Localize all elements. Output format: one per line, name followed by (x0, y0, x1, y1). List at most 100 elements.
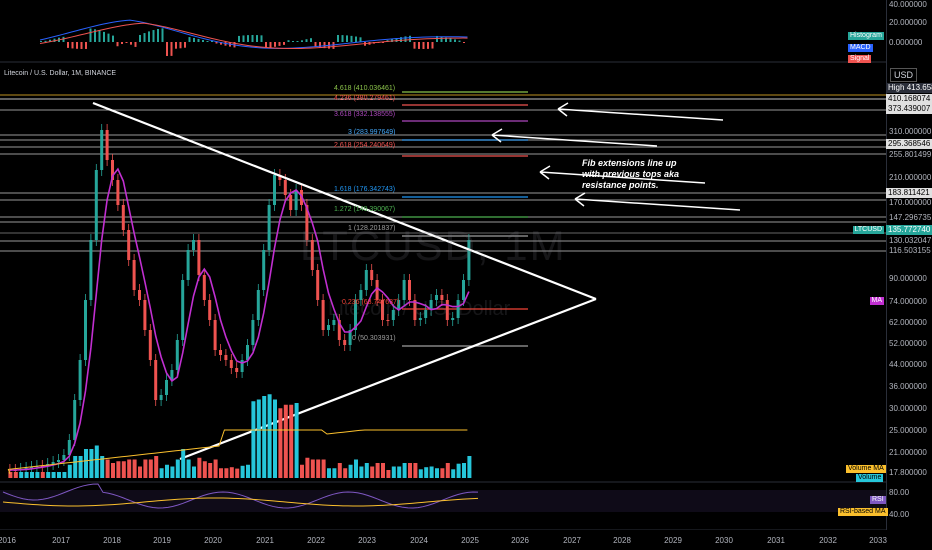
macd-histogram-bar (89, 28, 92, 42)
volume-bar (343, 468, 348, 478)
volume-bar (30, 472, 34, 478)
price-axis[interactable] (886, 0, 932, 530)
macd-histogram-bar (157, 28, 159, 42)
volume-bar (440, 468, 445, 478)
volume-bar (105, 459, 110, 478)
candle-body (148, 330, 152, 360)
candle-body (375, 280, 379, 300)
volume-bar (256, 399, 261, 478)
candle-body (165, 380, 168, 395)
candle-body (408, 280, 411, 300)
candle-body (94, 170, 98, 240)
candle-body (138, 290, 141, 300)
candle-body (418, 318, 422, 320)
level-badge: 410.168074 (886, 94, 932, 104)
candle-body (370, 270, 374, 280)
volume-bar (8, 472, 13, 478)
macd-histogram-bar (94, 29, 96, 42)
volume-bar (159, 468, 164, 478)
candle-body (467, 240, 471, 280)
volume-bar (19, 472, 24, 478)
currency-button[interactable]: USD (890, 68, 918, 82)
macd-histogram-tag: Histogram (848, 32, 884, 40)
volume-bar (418, 469, 423, 478)
rsi-axis-label: 40.00 (889, 510, 910, 519)
volume-bar (370, 466, 375, 478)
rsi-axis-label: 80.00 (889, 488, 910, 497)
volume-bar (46, 472, 51, 478)
price-axis-label: 52.000000 (889, 339, 927, 348)
macd-histogram-bar (274, 42, 276, 47)
candle-body (219, 350, 222, 355)
volume-bar (143, 459, 148, 478)
candle-body (354, 300, 357, 330)
macd-histogram-bar (40, 41, 42, 42)
candle-body (57, 460, 60, 462)
fib-level-label: 1 (128.201837) (348, 225, 396, 232)
volume-bar (251, 401, 256, 478)
volume-bar (300, 464, 304, 478)
annotation-arrow (557, 102, 724, 121)
macd-histogram-bar (310, 38, 312, 42)
ascending-trendline (179, 297, 597, 461)
symbol-watermark: LTCUSD, 1M (300, 222, 567, 269)
volume-bar (121, 461, 126, 478)
price-axis-label: 210.000000 (889, 173, 932, 182)
volume-bar (78, 456, 83, 478)
volume-bar (197, 457, 202, 478)
candle-body (51, 462, 55, 464)
macd-histogram-bar (314, 42, 317, 47)
candle-body (175, 340, 179, 370)
macd-histogram-bar (404, 36, 407, 42)
candle-body (235, 368, 239, 372)
volume-bar (111, 463, 115, 478)
macd-histogram-bar (445, 37, 447, 42)
candle-body (202, 275, 206, 300)
macd-histogram-bar (80, 42, 83, 49)
volume-bar (208, 463, 213, 478)
price-axis-label: 21.000000 (889, 448, 927, 457)
fib-level-label: 2.618 (254.240649) (334, 142, 396, 149)
candle-body (445, 300, 449, 320)
volume-bar (413, 463, 418, 478)
last-price-badge: 135.772740 (886, 225, 932, 235)
macd-histogram-bar (139, 34, 141, 42)
candle-body (278, 175, 282, 180)
macd-histogram-bar (179, 42, 182, 49)
macd-signal-line (39, 22, 468, 50)
macd-histogram-bar (152, 30, 155, 42)
candle-body (424, 310, 428, 318)
macd-histogram-bar (247, 35, 249, 42)
macd-histogram-bar (220, 42, 222, 45)
macd-histogram-bar (175, 42, 177, 49)
candle-body (132, 260, 136, 290)
volume-bar (165, 464, 169, 478)
volume-bar (332, 468, 337, 478)
volume-bar (391, 466, 396, 478)
candle-body (154, 360, 158, 400)
volume-bar (354, 459, 358, 478)
fib-level-label: 1.618 (176.342743) (334, 186, 396, 193)
volume-bar (240, 465, 245, 478)
year-label: 2030 (715, 536, 733, 545)
macd-histogram-bar (215, 42, 218, 44)
macd-histogram-bar (143, 33, 146, 42)
volume-bar (62, 472, 67, 478)
year-label: 2017 (52, 536, 70, 545)
chart-canvas[interactable] (0, 0, 886, 530)
annotation-text: Fib extensions line up with previous top… (582, 158, 680, 190)
macd-histogram-bar (337, 35, 339, 42)
macd-histogram-bar (170, 42, 173, 56)
macd-histogram-bar (166, 42, 168, 56)
moving-average-line (9, 167, 470, 471)
macd-histogram-bar (427, 42, 429, 49)
volume-bar (148, 459, 153, 478)
macd-histogram-bar (121, 42, 123, 44)
year-label: 2016 (0, 536, 16, 545)
candle-body (67, 440, 71, 455)
macd-histogram-bar (350, 35, 353, 42)
price-axis-label: 25.000000 (889, 426, 927, 435)
candle-body (435, 295, 438, 300)
volume-bar (73, 456, 78, 478)
year-label: 2018 (103, 536, 121, 545)
